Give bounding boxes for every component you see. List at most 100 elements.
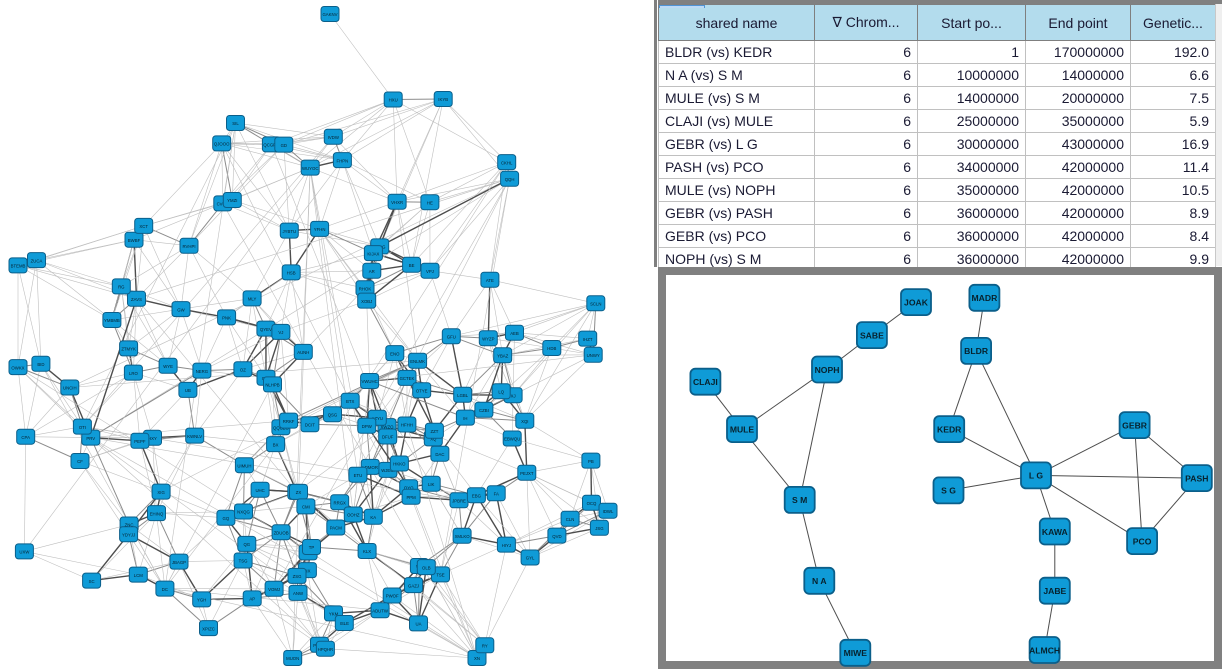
svg-text:ZAVS: ZAVS (131, 297, 142, 302)
svg-text:N A: N A (812, 576, 826, 586)
svg-text:YDYJJ: YDYJJ (122, 533, 135, 538)
svg-text:IKYB: IKYB (438, 97, 448, 102)
svg-text:VPJ: VPJ (426, 269, 434, 274)
svg-text:DFUF: DFUF (382, 435, 394, 440)
svg-text:BE: BE (409, 263, 415, 268)
svg-text:CKHL: CKHL (501, 160, 513, 165)
svg-text:KWNLV: KWNLV (187, 434, 202, 439)
svg-text:UB: UB (185, 388, 191, 393)
svg-text:OWKX: OWKX (11, 365, 24, 370)
svg-text:IVDW: IVDW (328, 135, 340, 140)
svg-text:ZSG: ZSG (293, 574, 302, 579)
svg-text:OLB: OLB (422, 565, 431, 570)
svg-text:XIG: XIG (157, 490, 165, 495)
svg-text:S M: S M (792, 495, 807, 505)
svg-text:HPQHR: HPQHR (318, 647, 334, 652)
svg-text:PCO: PCO (1133, 536, 1152, 546)
svg-text:HXU: HXU (389, 98, 398, 103)
svg-text:DAC: DAC (435, 452, 444, 457)
svg-text:OTYE: OTYE (416, 388, 428, 393)
svg-text:MADR: MADR (972, 293, 999, 303)
svg-text:PWOF: PWOF (386, 594, 399, 599)
svg-text:UXW: UXW (19, 550, 30, 555)
svg-text:KEDR: KEDR (937, 424, 962, 434)
svg-text:VHXR: VHXR (391, 200, 403, 205)
svg-text:YMBMB: YMBMB (104, 318, 120, 323)
svg-text:WYZP: WYZP (482, 336, 495, 341)
svg-text:AR: AR (369, 269, 375, 274)
svg-text:MULE: MULE (730, 424, 755, 434)
svg-text:TP: TP (309, 545, 315, 550)
svg-text:SCLN: SCLN (590, 302, 601, 307)
svg-text:KLX: KLX (363, 549, 371, 554)
svg-text:UNWY: UNWY (587, 353, 600, 358)
svg-text:OOHZ: OOHZ (347, 513, 360, 518)
svg-text:RHOK: RHOK (359, 286, 372, 291)
svg-text:XQI: XQI (521, 419, 528, 424)
svg-text:VWUHC: VWUHC (361, 379, 377, 384)
svg-text:LCM: LCM (134, 573, 143, 578)
svg-text:MIWE: MIWE (844, 648, 868, 658)
svg-text:TSE: TSE (436, 573, 444, 578)
svg-text:KIJAX: KIJAX (367, 251, 379, 256)
svg-text:PEPF: PEPF (134, 439, 146, 444)
svg-text:ZX: ZX (296, 490, 302, 495)
svg-text:TSG: TSG (239, 559, 248, 564)
svg-text:MLY: MLY (248, 297, 257, 302)
svg-text:BID: BID (37, 362, 44, 367)
svg-text:XPIZC: XPIZC (202, 626, 215, 631)
svg-text:UNCIH: UNCIH (63, 386, 77, 391)
svg-text:ANW: ANW (293, 591, 304, 596)
svg-text:XMLKO: XMLKO (455, 534, 471, 539)
svg-text:RY: RY (482, 644, 488, 649)
svg-text:PB: PB (588, 459, 594, 464)
svg-text:VJ: VJ (278, 330, 283, 335)
svg-text:QSG: QSG (328, 412, 338, 417)
svg-text:ENO: ENO (390, 351, 400, 356)
svg-text:ALMCH: ALMCH (1029, 645, 1060, 655)
svg-text:ZTMYK: ZTMYK (121, 347, 136, 352)
svg-text:KA: KA (370, 515, 376, 520)
svg-text:PASH: PASH (1185, 473, 1208, 483)
svg-text:PPM: PPM (406, 495, 416, 500)
svg-text:MUON: MUON (286, 656, 299, 661)
svg-text:IHZT: IHZT (583, 337, 593, 342)
svg-text:JBAGP: JBAGP (172, 560, 186, 565)
svg-text:QVD: QVD (552, 534, 561, 539)
svg-text:BWBF: BWBF (128, 238, 141, 243)
svg-text:FHPN: FHPN (337, 158, 349, 163)
svg-text:PACM: PACM (330, 526, 343, 531)
svg-text:GQ: GQ (223, 516, 230, 521)
svg-text:QQH: QQH (505, 177, 515, 182)
svg-text:ZZT: ZZT (430, 429, 438, 434)
svg-text:YBAZ: YBAZ (497, 354, 509, 359)
svg-text:EHINQ: EHINQ (150, 511, 164, 516)
svg-text:PRV: PRV (86, 436, 95, 441)
svg-text:LGBL: LGBL (457, 393, 469, 398)
svg-text:CF: CF (77, 459, 83, 464)
svg-text:ATE: ATE (486, 278, 494, 283)
svg-text:RG: RG (118, 285, 125, 290)
svg-text:CLN: CLN (566, 517, 575, 522)
svg-text:GAKNV: GAKNV (322, 12, 337, 17)
svg-text:PNK: PNK (222, 316, 231, 321)
svg-text:YFHN: YFHN (314, 227, 326, 232)
svg-text:DPW: DPW (362, 424, 373, 429)
svg-text:NOPH: NOPH (815, 365, 840, 375)
svg-text:VOMJ: VOMJ (268, 587, 280, 592)
svg-text:AUNH: AUNH (297, 350, 309, 355)
svg-text:XJ: XJ (511, 393, 516, 398)
svg-text:OTI: OTI (79, 425, 86, 430)
svg-text:RRKF: RRKF (283, 419, 295, 424)
svg-text:ENLMK: ENLMK (410, 359, 425, 364)
svg-text:ETU: ETU (354, 473, 363, 478)
svg-text:UHC: UHC (255, 488, 264, 493)
svg-text:QG: QG (243, 542, 250, 547)
svg-text:NXQG: NXQG (237, 510, 250, 515)
svg-text:EBG: EBG (472, 494, 482, 499)
svg-text:EBWQU: EBWQU (504, 437, 520, 442)
svg-text:NERG: NERG (196, 369, 209, 374)
svg-text:AP: AP (249, 597, 255, 602)
svg-text:JABE: JABE (1043, 586, 1066, 596)
svg-text:CLAJI: CLAJI (693, 377, 718, 387)
